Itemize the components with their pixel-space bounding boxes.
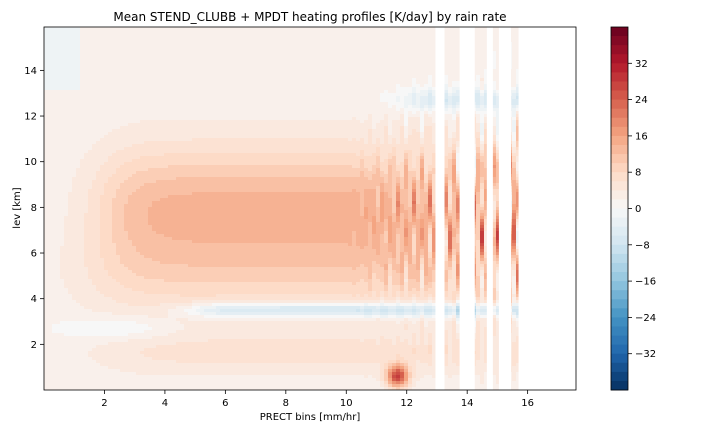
heatmap-field	[44, 27, 576, 390]
y-tick-label: 2	[31, 340, 37, 351]
y-tick-label: 4	[31, 294, 37, 305]
missing-data-band	[459, 27, 475, 390]
colorbar-level	[611, 253, 628, 264]
colorbar-level	[611, 281, 628, 291]
colorbar-tick-label: −16	[635, 277, 656, 288]
colorbar-level	[611, 308, 628, 318]
chart-title: Mean STEND_CLUBB + MPDT heating profiles…	[113, 10, 506, 24]
x-tick-label: 16	[521, 398, 534, 409]
x-tick-label: 10	[340, 398, 353, 409]
y-tick-label: 12	[24, 112, 37, 123]
colorbar-level	[611, 380, 628, 391]
colorbar-level	[611, 272, 628, 282]
missing-data-bands	[435, 27, 576, 390]
colorbar-level	[611, 90, 628, 100]
colorbar-level	[611, 72, 628, 82]
x-tick-label: 12	[400, 398, 413, 409]
colorbar-level	[611, 163, 628, 173]
colorbar-level	[611, 181, 628, 191]
colorbar-tick-label: −8	[635, 240, 650, 251]
colorbar-level	[611, 317, 628, 327]
colorbar-level	[611, 290, 628, 300]
colorbar-level	[611, 235, 628, 246]
colorbar-level	[611, 190, 628, 200]
colorbar-level	[611, 81, 628, 91]
colorbar-level	[611, 371, 628, 382]
colorbar-tick-label: 24	[635, 95, 648, 106]
colorbar-level	[611, 172, 628, 182]
colorbar-level	[611, 144, 628, 155]
colorbar-ticks: 32 24 16 8 0 −8 −16 −24 −32	[628, 59, 656, 360]
plot-frame	[43, 26, 577, 391]
y-tick-label: 10	[24, 157, 37, 168]
colorbar-level	[611, 335, 628, 346]
colorbar-level	[611, 262, 628, 273]
colorbar-level	[611, 226, 628, 237]
colorbar-level	[611, 54, 628, 64]
colorbar-level	[611, 199, 628, 209]
missing-data-band	[498, 27, 512, 390]
colorbar-level	[611, 244, 628, 255]
y-tick-label: 6	[31, 249, 37, 260]
colorbar-tick-label: 0	[635, 204, 641, 215]
colorbar-level	[611, 117, 628, 128]
x-tick-label: 14	[461, 398, 474, 409]
missing-data-band	[518, 27, 576, 390]
x-axis-label: PRECT bins [mm/hr]	[260, 412, 361, 423]
x-tick-label: 2	[101, 398, 107, 409]
x-tick-label: 8	[283, 398, 289, 409]
colorbar-tick-label: −32	[635, 349, 656, 360]
colorbar-level	[611, 208, 628, 218]
colorbar-level	[611, 45, 628, 55]
colorbar-level	[611, 299, 628, 309]
colorbar-tick-label: 8	[635, 168, 641, 179]
colorbar-level	[611, 135, 628, 146]
colorbar-level	[611, 326, 628, 336]
y-tick-label: 14	[24, 66, 37, 77]
colorbar-level	[611, 36, 628, 46]
colorbar-level	[611, 362, 628, 373]
colorbar-level	[611, 63, 628, 73]
colorbar	[611, 27, 628, 391]
y-axis-label: lev [km]	[12, 187, 23, 228]
colorbar-level	[611, 126, 628, 137]
colorbar-tick-label: 32	[635, 59, 648, 70]
x-axis-ticks: 2 4 6 8 10 12 14 16	[101, 390, 534, 409]
x-tick-label: 4	[162, 398, 168, 409]
missing-data-band	[435, 27, 445, 390]
colorbar-level	[611, 217, 628, 228]
colorbar-tick-label: −24	[635, 313, 656, 324]
colorbar-tick-label: 16	[635, 131, 648, 142]
colorbar-level	[611, 344, 628, 355]
colorbar-level	[611, 108, 628, 119]
y-axis-ticks: 2 4 6 8 10 12 14	[24, 66, 44, 351]
colorbar-level	[611, 99, 628, 110]
colorbar-level	[611, 353, 628, 364]
colorbar-level	[611, 154, 628, 164]
colorbar-level	[611, 27, 628, 37]
x-tick-label: 6	[222, 398, 228, 409]
missing-data-band	[486, 27, 493, 390]
y-tick-label: 8	[31, 203, 37, 214]
